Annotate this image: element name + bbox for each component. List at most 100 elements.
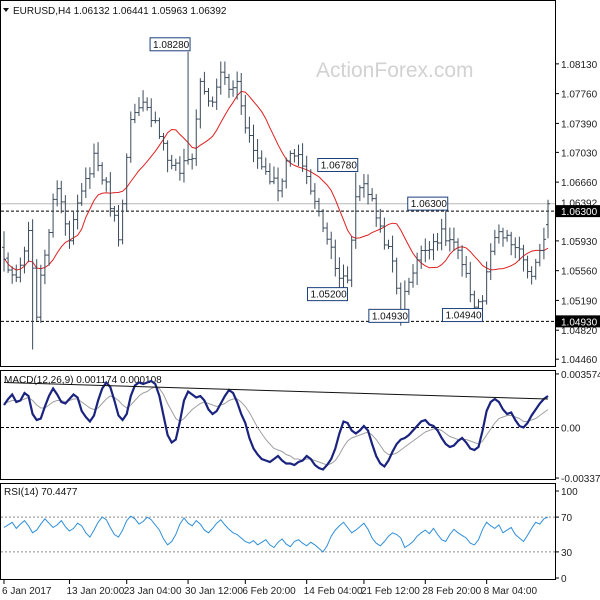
price-bar [423,238,428,263]
price-bar [14,264,19,282]
rsi-panel-frame [0,483,556,580]
price-bar [288,150,293,167]
price-bar [308,169,313,195]
price-bar [411,264,416,288]
x-axis-label: 6 Jan 2017 [2,586,52,597]
price-bar [46,229,51,266]
annotation-box-5 [441,308,483,323]
rsi-axis-label: 70 [561,513,573,524]
price-bar [390,235,395,273]
price-bar [378,208,383,233]
price-bar [124,153,129,212]
rsi-axis-label: 30 [561,548,573,559]
price-axis-label: 1.07030 [561,148,598,159]
price-title-group: EURUSD,H4 1.06132 1.06441 1.05963 1.0639… [3,6,227,17]
price-bar [38,264,43,323]
price-bar [243,94,248,134]
price-bar [325,222,330,245]
x-axis-label: 13 Jan 20:00 [66,586,124,597]
price-bar [443,211,448,246]
price-bar [194,109,199,166]
x-axis-label: 28 Feb 20:00 [422,586,481,597]
annotation-box-0 [149,37,191,52]
price-bar [96,142,101,172]
price-bar [263,157,268,175]
level-marker-0 [556,205,600,218]
price-bar [353,172,358,249]
price-bar [464,256,469,278]
price-bar [370,188,375,202]
annotation-label-4: 1.04930 [372,311,409,322]
price-bar [267,163,272,185]
price-bar [231,80,236,97]
price-axis-label: 1.05190 [561,296,598,307]
price-bar [222,61,227,85]
price-bar [161,132,166,151]
price-bar [321,208,326,233]
price-bar [292,149,297,163]
price-bar [42,249,47,285]
price-bar [132,103,137,124]
price-bar [169,154,174,170]
price-bar [51,193,56,238]
price-bar [22,246,27,274]
price-bar [202,71,207,95]
annotation-box-4 [368,308,410,323]
rsi-layer: 100 70 30 0 [1,487,578,585]
price-bar [488,243,493,281]
x-axis-label: 14 Feb 04:00 [304,586,363,597]
price-bar [87,167,92,189]
price-bar [276,167,281,202]
price-bar [116,204,121,247]
price-bar [509,231,514,256]
price-bar [30,219,35,350]
price-bar [55,180,60,207]
price-bar [501,227,506,247]
macd-axis-label: 0.003574 [561,370,600,381]
price-bar [63,195,68,236]
price-bar [190,153,195,170]
level-label-1: 1.04930 [561,317,598,328]
price-axis-label: 1.04820 [561,326,598,337]
price-bar [435,233,440,251]
macd-axis-label: 0.00 [561,423,581,434]
price-bar [18,257,23,283]
price-bar [513,237,518,259]
price-bar [456,238,461,260]
x-axis-label: 21 Feb 12:00 [361,586,420,597]
price-bar [406,277,411,295]
price-bar [312,183,317,209]
price-bar [492,229,497,256]
macd-axis-label: -0.003372 [561,474,600,485]
price-bar [271,166,276,185]
level-marker-1 [556,315,600,328]
macd-main-line [3,379,549,471]
price-bar [75,194,80,230]
price-axis-label: 1.05930 [561,237,598,248]
price-bar [251,124,256,163]
price-bar [26,221,31,263]
macd-layer: 0.003574 0.00 -0.003372 [1,370,600,485]
price-bar [2,231,6,272]
price-bar [145,97,150,111]
x-axis: 6 Jan 2017 13 Jan 20:00 23 Jan 04:00 30 Jan… [2,580,537,597]
moving-average-line [3,90,549,271]
annotation-label-3: 1.05200 [310,290,347,301]
price-bar [6,252,11,273]
price-bar [91,143,96,178]
watermark: ActionForex.com [316,59,474,82]
price-bar [235,71,240,100]
price-bar [505,229,510,242]
price-bar [226,73,231,98]
price-bar [157,117,162,139]
price-bar [206,88,211,107]
price-bar [177,156,182,181]
level-label-0: 1.06300 [561,207,598,218]
annotation-label-1: 1.06780 [321,160,358,171]
price-bar [214,78,219,110]
price-axis-label: 1.06660 [561,178,598,189]
price-bar [361,174,366,198]
price-bar [366,174,371,205]
price-bar [316,198,321,217]
